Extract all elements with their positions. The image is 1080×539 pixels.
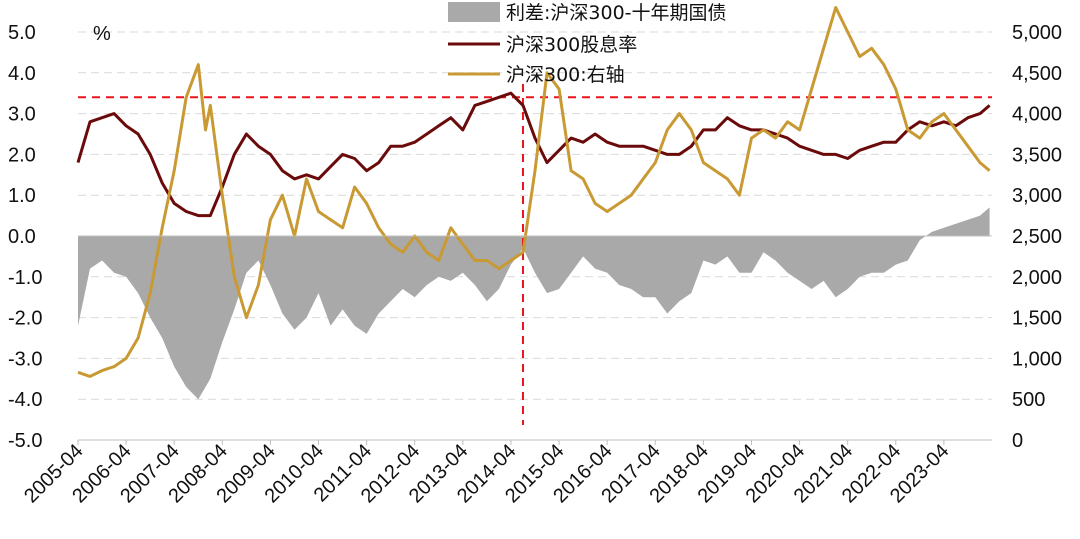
y-right-tick-label: 4,000	[1012, 104, 1062, 126]
reference-lines	[78, 84, 992, 425]
y-left-tick-label: -5.0	[8, 430, 42, 452]
spread-area-layer	[78, 207, 990, 400]
y-left-tick-label: 3.0	[8, 104, 36, 126]
y-right-tick-label: 500	[1012, 389, 1045, 411]
y-right-tick-label: 2,500	[1012, 226, 1062, 248]
legend-label: 利差:沪深300-十年期国债	[506, 2, 727, 24]
legend-swatch-area	[448, 2, 500, 22]
y-left-tick-label: -2.0	[8, 308, 42, 330]
y-left-tick-label: -1.0	[8, 267, 42, 289]
y-left-tick-label: 4.0	[8, 63, 36, 85]
y-right-tick-label: 5,000	[1012, 22, 1062, 44]
left-axis-unit-label: %	[93, 23, 111, 45]
y-left-tick-label: -4.0	[8, 389, 42, 411]
y-left-tick-label: 2.0	[8, 144, 36, 166]
y-right-tick-label: 2,000	[1012, 267, 1062, 289]
y-right-tick-label: 4,500	[1012, 63, 1062, 85]
y-right-tick-label: 0	[1012, 430, 1023, 452]
y-right-tick-label: 3,000	[1012, 185, 1062, 207]
spread-area	[78, 207, 990, 400]
y-left-tick-label: -3.0	[8, 348, 42, 370]
legend-label: 沪深300股息率	[506, 34, 637, 56]
y-left-tick-label: 1.0	[8, 185, 36, 207]
dividend-yield-line	[76, 91, 991, 218]
y-right-tick-label: 1,500	[1012, 308, 1062, 330]
line-series-layer	[76, 6, 991, 378]
y-left-tick-label: 5.0	[8, 22, 36, 44]
legend-label: 沪深300:右轴	[506, 64, 625, 86]
y-right-tick-label: 3,500	[1012, 144, 1062, 166]
hs300-index-line	[77, 6, 991, 378]
y-right-tick-label: 1,000	[1012, 348, 1062, 370]
y-left-tick-label: 0.0	[8, 226, 36, 248]
